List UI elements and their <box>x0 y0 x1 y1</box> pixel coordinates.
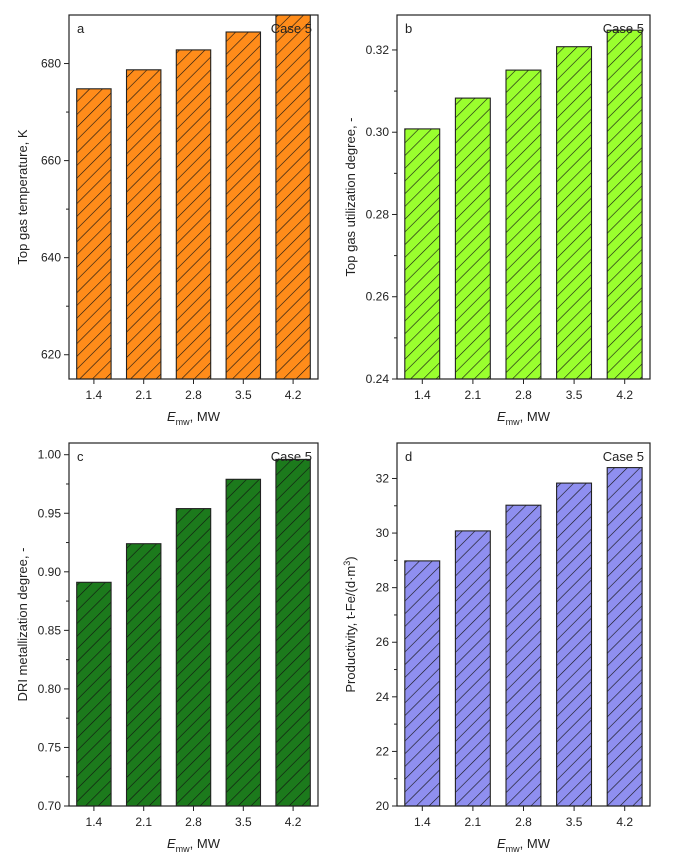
y-tick-label-d-5: 30 <box>376 526 390 540</box>
y-axis-label-d: Productivity, t-Fe/(d·m3) <box>342 556 358 692</box>
panel-label-c: c <box>77 449 84 464</box>
x-axis-label-a: Emw, MW <box>167 409 221 427</box>
y-tick-label-b-4: 0.32 <box>366 43 390 57</box>
x-tick-label-b-1: 2.1 <box>465 388 482 402</box>
bar-a-2 <box>175 49 212 380</box>
y-axis-label-a: Top gas temperature, K <box>15 129 30 264</box>
bar-c-2 <box>175 508 212 807</box>
case-label-a: Case 5 <box>271 21 312 36</box>
y-tick-label-d-2: 24 <box>376 690 390 704</box>
case-label-c: Case 5 <box>271 449 312 464</box>
panel-c: 1.4 2.1 2.8 3.5 4.2 0.70 0.75 0.80 0.85 0.90 0.95 1… <box>15 442 319 854</box>
x-axis-label-c: Emw, MW <box>167 836 221 854</box>
x-tick-label-b-0: 1.4 <box>414 388 431 402</box>
x-tick-label-a-1: 2.1 <box>135 388 152 402</box>
bar-a-0 <box>76 88 112 380</box>
y-tick-label-b-1: 0.26 <box>366 290 390 304</box>
panel-b: 1.4 2.1 2.8 3.5 4.2 0.24 0.26 0.28 0.30 0.32 b Case… <box>343 14 651 427</box>
panel-label-d: d <box>405 449 412 464</box>
y-tick-label-a-3: 680 <box>41 57 61 71</box>
y-tick-label-d-0: 20 <box>376 799 390 813</box>
y-tick-label-c-3: 0.85 <box>38 623 62 637</box>
x-tick-label-b-2: 2.8 <box>515 388 532 402</box>
bar-c-0 <box>76 581 112 807</box>
y-tick-label-c-0: 0.70 <box>38 799 62 813</box>
y-tick-label-d-3: 26 <box>376 635 390 649</box>
bar-c-1 <box>125 543 162 807</box>
y-tick-label-c-4: 0.90 <box>38 565 62 579</box>
bar-d-2 <box>505 504 542 807</box>
bar-d-3 <box>556 482 593 807</box>
x-axis-label-d: Emw, MW <box>497 836 551 854</box>
bar-b-2 <box>505 69 542 380</box>
plot-frame-d <box>396 442 651 807</box>
x-tick-label-d-4: 4.2 <box>616 815 633 829</box>
bar-d-0 <box>404 560 441 807</box>
y-axis-label-c: DRI metallization degree, - <box>15 548 30 702</box>
x-tick-label-c-0: 1.4 <box>86 815 103 829</box>
y-tick-label-a-1: 640 <box>41 251 61 265</box>
case-label-d: Case 5 <box>603 449 644 464</box>
y-tick-label-c-2: 0.80 <box>38 682 62 696</box>
y-tick-label-d-6: 32 <box>376 471 390 485</box>
bar-a-1 <box>125 69 162 380</box>
y-tick-label-b-3: 0.30 <box>366 125 390 139</box>
panel-a: 1.4 2.1 2.8 3.5 4.2 620 640 660 680 a Case 5 Emw, M… <box>15 14 319 427</box>
panel-d: 1.4 2.1 2.8 3.5 4.2 20 22 24 26 28 30 32 d Case 5 Emw,… <box>342 442 651 854</box>
case-label-b: Case 5 <box>603 21 644 36</box>
x-tick-label-a-4: 4.2 <box>285 388 302 402</box>
y-tick-label-a-2: 660 <box>41 154 61 168</box>
panel-label-b: b <box>405 21 412 36</box>
plot-frame-b <box>396 14 651 380</box>
x-tick-label-d-3: 3.5 <box>566 815 583 829</box>
bar-a-4 <box>275 14 311 380</box>
y-tick-label-d-4: 28 <box>376 581 390 595</box>
y-tick-label-b-2: 0.28 <box>366 207 390 221</box>
y-axis-label-b: Top gas utilization degree, - <box>343 118 358 277</box>
x-tick-label-d-1: 2.1 <box>465 815 482 829</box>
x-tick-label-a-3: 3.5 <box>235 388 252 402</box>
bar-b-1 <box>454 97 491 380</box>
y-tick-label-c-5: 0.95 <box>38 506 62 520</box>
bar-d-1 <box>454 530 491 807</box>
x-tick-label-a-0: 1.4 <box>86 388 103 402</box>
y-tick-label-c-6: 1.00 <box>38 448 62 462</box>
x-tick-label-b-3: 3.5 <box>566 388 583 402</box>
bar-d-4 <box>606 467 643 807</box>
y-tick-label-b-0: 0.24 <box>366 372 390 386</box>
y-tick-label-c-1: 0.75 <box>38 740 62 754</box>
bar-c-4 <box>275 458 311 807</box>
x-tick-label-c-3: 3.5 <box>235 815 252 829</box>
x-tick-label-a-2: 2.8 <box>185 388 202 402</box>
x-axis-label-b: Emw, MW <box>497 409 551 427</box>
panel-label-a: a <box>77 21 85 36</box>
x-tick-label-b-4: 4.2 <box>616 388 633 402</box>
y-tick-label-a-0: 620 <box>41 348 61 362</box>
plot-frame-a <box>68 14 319 380</box>
x-tick-label-c-2: 2.8 <box>185 815 202 829</box>
bar-c-3 <box>225 478 262 807</box>
x-tick-label-c-1: 2.1 <box>135 815 152 829</box>
bar-b-3 <box>556 46 593 380</box>
bar-b-0 <box>404 128 441 380</box>
bar-b-4 <box>606 29 643 380</box>
plot-frame-c <box>68 442 319 807</box>
x-tick-label-c-4: 4.2 <box>285 815 302 829</box>
bar-a-3 <box>225 31 262 380</box>
x-tick-label-d-2: 2.8 <box>515 815 532 829</box>
y-tick-label-d-1: 22 <box>376 744 390 758</box>
x-tick-label-d-0: 1.4 <box>414 815 431 829</box>
